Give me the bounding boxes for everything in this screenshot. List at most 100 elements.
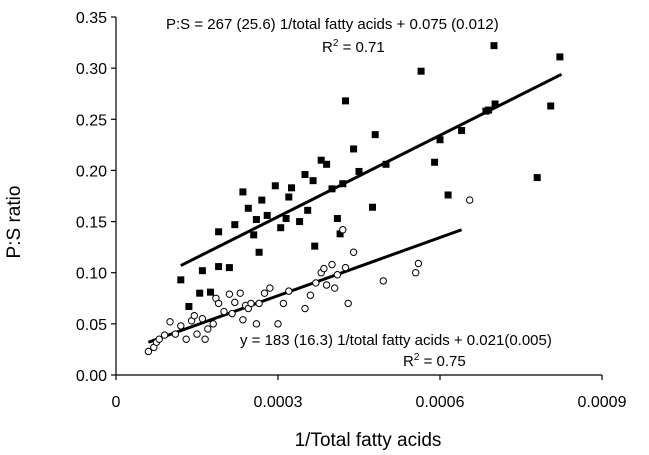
- circle-point: [328, 260, 336, 269]
- circle-point: [252, 320, 261, 328]
- series-squares: [177, 42, 564, 310]
- circle-point: [266, 284, 274, 292]
- circle-point: [190, 311, 199, 320]
- y-tick-label: 0.00: [76, 368, 107, 385]
- upper-regression-line: [180, 72, 563, 267]
- square-point: [369, 203, 376, 211]
- upper-r2-prefix: R: [322, 39, 333, 56]
- circle-point: [301, 304, 309, 313]
- circle-point: [182, 335, 190, 343]
- y-tick-label: 0.05: [76, 317, 107, 334]
- square-point: [436, 136, 444, 144]
- upper-r2-value: = 0.71: [338, 39, 384, 56]
- circle-point: [320, 264, 328, 273]
- x-tick-label: 0.0006: [416, 394, 465, 411]
- circle-point: [231, 298, 239, 307]
- circle-point: [260, 289, 269, 297]
- y-axis-ticks: 0.00 0.05 0.10 0.15 0.20 0.25 0.30 0.35: [76, 10, 116, 385]
- circle-point: [247, 299, 255, 308]
- y-tick-label: 0.10: [76, 266, 107, 283]
- circle-point: [285, 287, 293, 295]
- square-point: [458, 127, 466, 135]
- square-point: [311, 242, 319, 250]
- square-point: [431, 158, 439, 166]
- square-point: [317, 156, 325, 164]
- square-point: [533, 174, 541, 182]
- square-point: [185, 302, 193, 310]
- circle-point: [201, 335, 209, 343]
- y-tick-label: 0.15: [76, 215, 107, 232]
- circle-point: [341, 263, 350, 272]
- circle-point: [331, 284, 339, 292]
- square-point: [333, 215, 341, 223]
- x-axis-title: 1/Total fatty acids: [295, 430, 442, 451]
- square-point: [350, 145, 358, 153]
- circle-point: [160, 331, 169, 339]
- square-point: [371, 131, 379, 139]
- square-point: [250, 231, 258, 239]
- circle-point: [239, 316, 247, 324]
- square-point: [490, 42, 498, 50]
- circle-point: [228, 309, 236, 318]
- y-tick-label: 0.30: [76, 61, 107, 78]
- square-point: [382, 160, 390, 168]
- circle-point: [166, 318, 174, 326]
- square-point: [328, 185, 336, 193]
- circle-point: [339, 226, 347, 234]
- circle-point: [279, 299, 288, 308]
- square-point: [215, 228, 223, 236]
- square-point: [288, 184, 295, 192]
- circle-point: [379, 277, 387, 285]
- series-circles: [144, 196, 474, 356]
- square-point: [323, 160, 331, 168]
- square-point: [239, 188, 247, 196]
- circle-point: [344, 299, 352, 308]
- square-point: [252, 216, 260, 224]
- circle-point: [306, 291, 315, 299]
- square-point: [301, 171, 309, 179]
- circle-point: [466, 196, 474, 204]
- x-tick-label: 0.0003: [254, 394, 303, 411]
- square-point: [258, 196, 266, 204]
- circle-point: [220, 307, 228, 316]
- circle-point: [198, 315, 207, 323]
- upper-regression-equation: P:S = 267 (25.6) 1/total fatty acids + 0…: [166, 16, 499, 33]
- square-point: [282, 215, 290, 223]
- lower-r2-prefix: R: [403, 353, 414, 370]
- square-point: [336, 230, 344, 238]
- y-tick-label: 0.25: [76, 112, 107, 129]
- square-point: [304, 206, 312, 214]
- circle-point: [312, 279, 320, 287]
- square-point: [355, 167, 363, 175]
- square-point: [198, 267, 206, 275]
- circle-point: [322, 281, 331, 289]
- circle-point: [214, 299, 223, 308]
- x-tick-label: 0.0009: [578, 394, 627, 411]
- square-point: [444, 191, 452, 199]
- axes: [115, 17, 602, 376]
- circle-point: [236, 289, 244, 297]
- circle-point: [333, 271, 342, 279]
- circle-point: [414, 259, 423, 268]
- circle-point: [209, 320, 217, 328]
- circle-point: [171, 330, 180, 338]
- square-point: [196, 289, 204, 297]
- circle-point: [193, 330, 201, 338]
- square-point: [485, 106, 493, 114]
- square-point: [231, 221, 239, 229]
- circle-point: [412, 269, 420, 277]
- square-point: [547, 102, 555, 110]
- lower-regression-line: [147, 228, 463, 344]
- square-point: [296, 218, 304, 226]
- x-tick-label: 0: [112, 394, 121, 411]
- square-point: [263, 211, 271, 219]
- lower-r2-value: = 0.75: [419, 353, 465, 370]
- circle-point: [204, 325, 212, 333]
- square-point: [215, 263, 223, 271]
- lower-regression-r2: R2 = 0.75: [403, 352, 466, 370]
- square-point: [339, 180, 347, 188]
- square-point: [417, 67, 425, 75]
- circle-point: [177, 322, 185, 330]
- upper-regression-r2: R2 = 0.71: [322, 38, 385, 56]
